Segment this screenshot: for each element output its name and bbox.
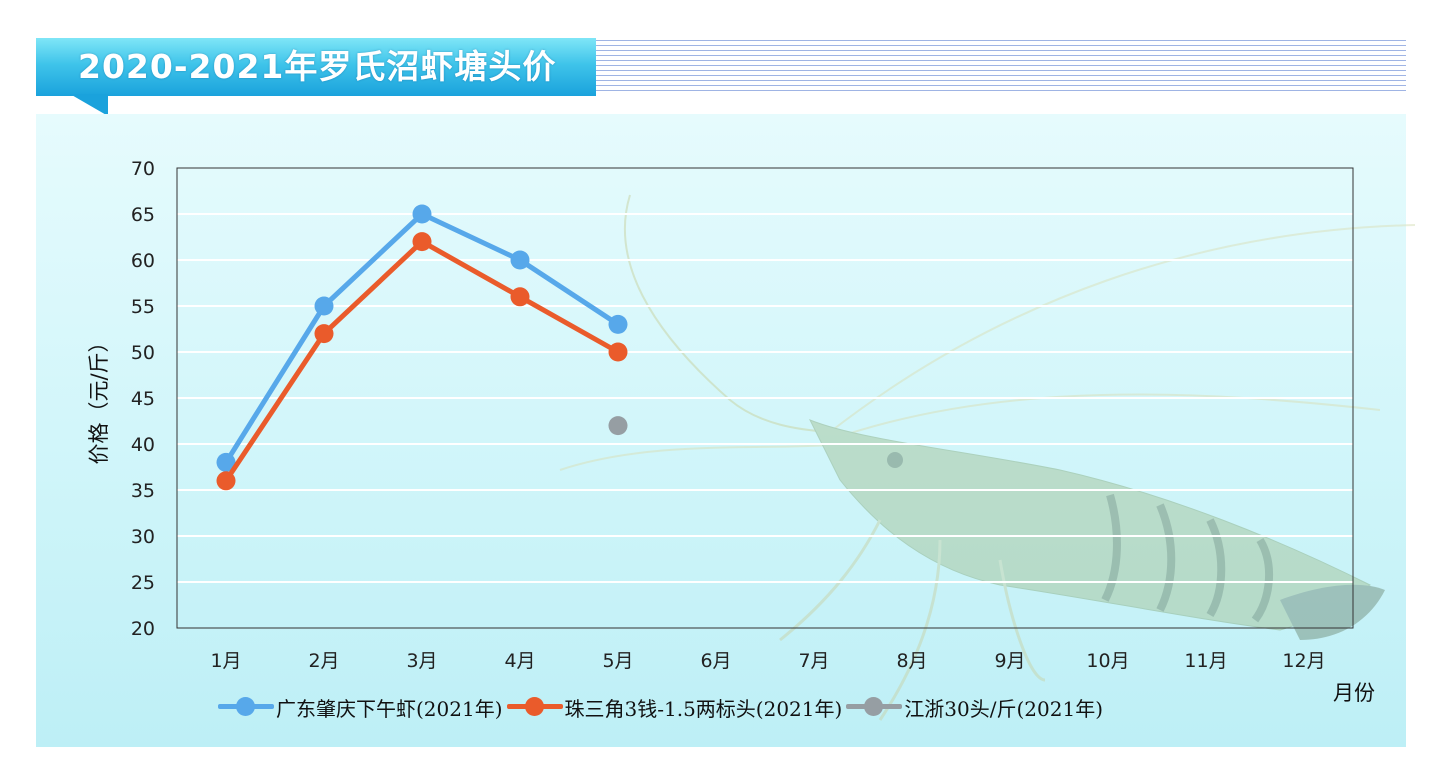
- legend-item-zhusanjiao: 珠三角3钱-1.5两标头(2021年): [506, 692, 843, 722]
- x-tick-label: 10月: [1086, 650, 1129, 672]
- y-tick-label: 40: [131, 434, 155, 456]
- decorative-stripes: [596, 40, 1406, 92]
- legend-swatch-orange: [506, 692, 563, 722]
- plot-frame: [176, 167, 1354, 629]
- legend-swatch-gray: [846, 692, 903, 722]
- x-axis-tick-labels: 1月 2月 3月 4月 5月 6月 7月 8月 9月 10月 11月 12月: [210, 650, 1325, 672]
- data-point-0: [412, 204, 432, 224]
- data-point-1: [216, 471, 236, 491]
- x-tick-label: 4月: [504, 650, 535, 672]
- data-point-1: [412, 232, 432, 252]
- y-tick-label: 25: [131, 572, 155, 594]
- data-point-1: [510, 287, 530, 307]
- data-point-2: [608, 416, 628, 436]
- x-tick-label: 7月: [798, 650, 829, 672]
- banner-tail: [70, 94, 108, 116]
- y-tick-label: 20: [131, 618, 155, 640]
- title-banner: [36, 38, 596, 96]
- legend-label: 珠三角3钱-1.5两标头(2021年): [564, 696, 843, 721]
- data-point-0: [314, 296, 334, 316]
- x-tick-label: 11月: [1184, 650, 1227, 672]
- shrimp-illustration: [559, 194, 1416, 721]
- data-point-0: [510, 250, 530, 270]
- y-tick-label: 65: [131, 204, 155, 226]
- x-tick-label: 9月: [994, 650, 1025, 672]
- legend-swatch-blue: [218, 692, 274, 722]
- y-tick-label: 50: [131, 342, 155, 364]
- x-tick-label: 5月: [602, 650, 633, 672]
- y-tick-label: 45: [131, 388, 155, 410]
- y-axis-tick-labels: 20 25 30 35 40 45 50 55 60 65 70: [131, 158, 155, 640]
- page-title: 2020-2021年罗氏沼虾塘头价: [78, 47, 557, 86]
- chart-panel: [36, 114, 1406, 747]
- x-tick-label: 3月: [406, 650, 437, 672]
- series-line-0: [223, 211, 621, 465]
- legend-item-guangdong: 广东肇庆下午虾(2021年): [218, 692, 503, 722]
- chart-legend: 广东肇庆下午虾(2021年) 珠三角3钱-1.5两标头(2021年) 江浙30头…: [218, 692, 1107, 722]
- y-tick-label: 60: [131, 250, 155, 272]
- data-point-1: [608, 342, 628, 362]
- y-tick-label: 35: [131, 480, 155, 502]
- x-tick-label: 1月: [210, 650, 241, 672]
- x-tick-label: 8月: [896, 650, 927, 672]
- x-tick-label: 6月: [700, 650, 731, 672]
- data-point-1: [314, 324, 334, 344]
- legend-label: 江浙30头/斤(2021年): [904, 696, 1104, 721]
- gridlines: [177, 213, 1353, 583]
- legend-label: 广东肇庆下午虾(2021年): [276, 696, 503, 721]
- x-tick-label: 12月: [1282, 650, 1325, 672]
- x-tick-label: 2月: [308, 650, 339, 672]
- x-axis-label: 月份: [1333, 681, 1375, 705]
- legend-item-jiangzhe: 江浙30头/斤(2021年): [846, 692, 1103, 722]
- y-axis-label: 价格（元/斤）: [87, 331, 111, 464]
- y-tick-label: 30: [131, 526, 155, 548]
- y-tick-label: 55: [131, 296, 155, 318]
- y-tick-label: 70: [131, 158, 155, 180]
- series-layer: [216, 204, 628, 491]
- data-point-0: [608, 314, 628, 334]
- data-point-0: [216, 452, 236, 472]
